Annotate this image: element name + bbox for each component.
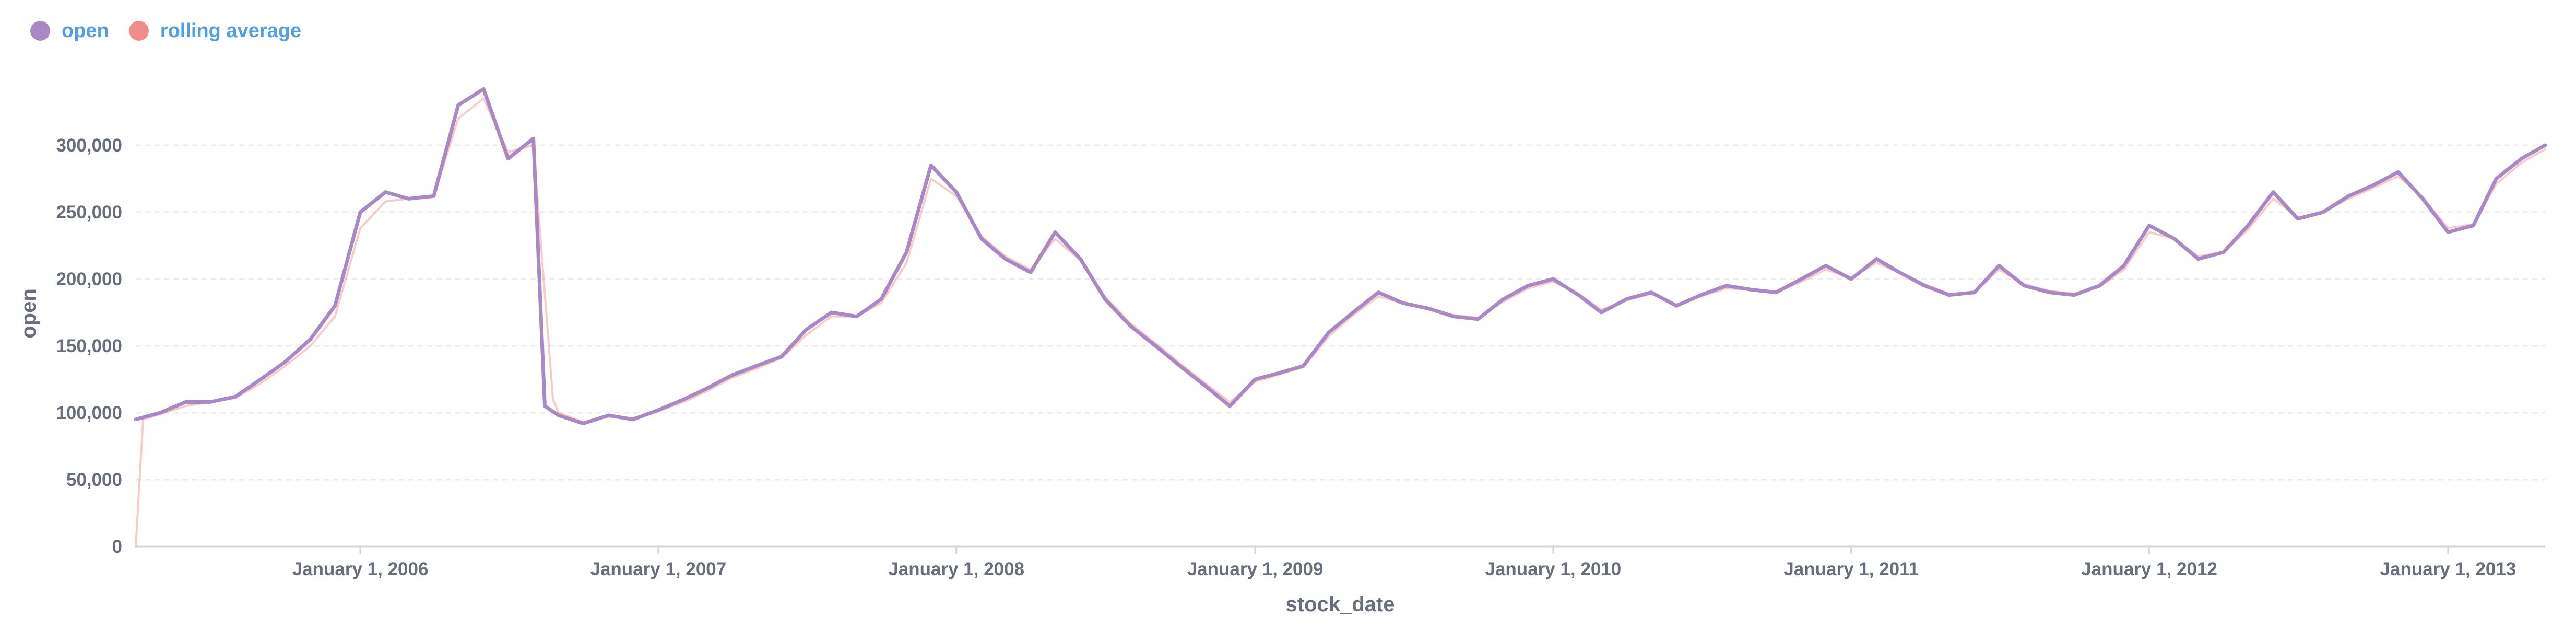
legend-item-open[interactable]: open — [30, 21, 109, 41]
chart-series-layer — [134, 87, 2547, 548]
x-tick-label: January 1, 2011 — [1783, 559, 1919, 579]
x-axis-title: stock_date — [1286, 593, 1395, 616]
y-tick-label: 250,000 — [56, 202, 122, 223]
y-tick-label: 50,000 — [66, 470, 122, 490]
y-tick-label: 300,000 — [56, 135, 122, 156]
chart-legend: open rolling average — [30, 21, 301, 41]
x-tick-label: January 1, 2012 — [2081, 559, 2217, 579]
y-axis-title: open — [17, 288, 40, 339]
y-tick-label: 100,000 — [56, 403, 122, 423]
chart-gridlines — [136, 144, 2545, 481]
legend-label-open: open — [62, 20, 109, 42]
legend-label-rolling-average: rolling average — [160, 20, 302, 42]
y-tick-label: 150,000 — [56, 336, 122, 356]
x-tick-label: January 1, 2007 — [590, 559, 727, 579]
y-tick-label: 200,000 — [56, 269, 122, 289]
y-tick-label: 0 — [112, 537, 122, 557]
x-tick-label: January 1, 2008 — [888, 559, 1024, 579]
legend-dot-rolling-average-icon — [128, 21, 149, 41]
x-tick-label: January 1, 2010 — [1485, 559, 1622, 579]
legend-dot-open-icon — [30, 21, 50, 41]
chart-axes: 0 50,000 100,000 150,000 200,000 250,000 300,0… — [56, 135, 2545, 579]
x-tick-label: January 1, 2013 — [2380, 559, 2516, 579]
x-tick-label: January 1, 2006 — [292, 559, 429, 579]
series-line-open[interactable] — [134, 87, 2547, 425]
legend-item-rolling-average[interactable]: rolling average — [128, 20, 302, 42]
x-tick-label: January 1, 2009 — [1187, 559, 1324, 579]
